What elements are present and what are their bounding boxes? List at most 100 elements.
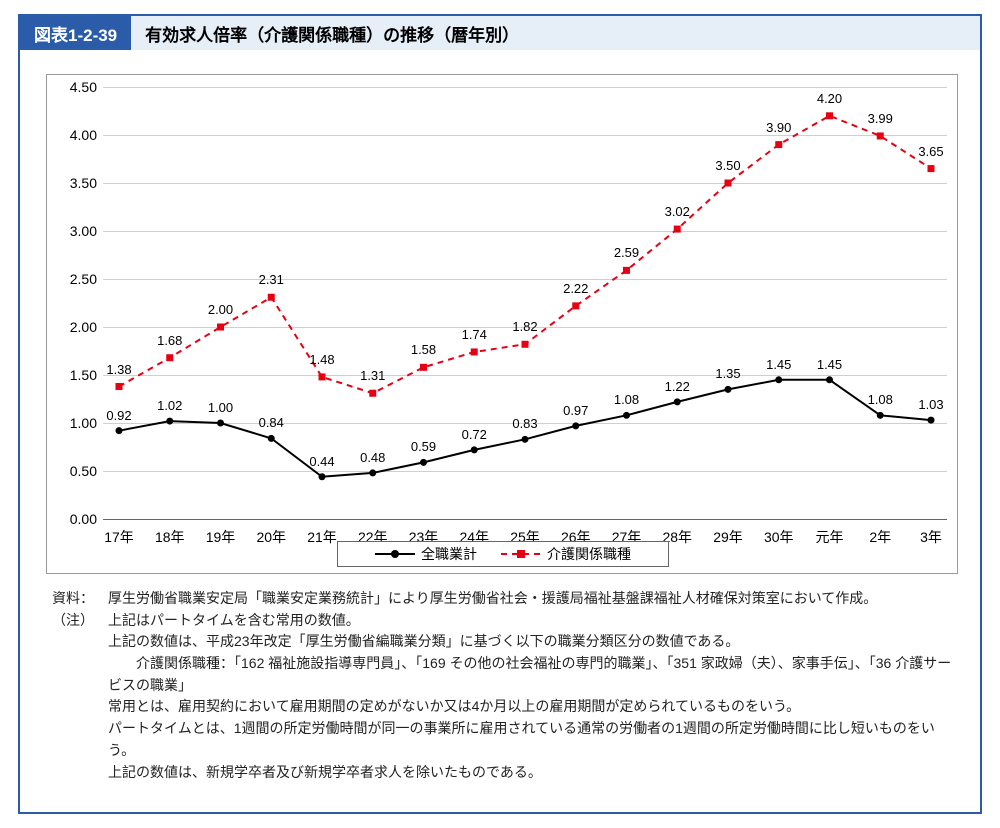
data-label: 0.59 (411, 439, 436, 454)
figure-notes: 資料： 厚生労働省職業安定局「職業安定業務統計」により厚生労働省社会・援護局福祉… (52, 588, 952, 783)
data-label: 3.99 (868, 111, 893, 126)
x-tick-label: 3年 (920, 527, 942, 547)
y-tick-label: 3.00 (57, 223, 97, 239)
notes-line: 常用とは、雇用契約において雇用期間の定めがないか又は4か月以上の雇用期間が定めら… (108, 696, 952, 718)
notes-line: 上記の数値は、平成23年改定「厚生労働省編職業分類」に基づく以下の職業分類区分の… (108, 631, 952, 653)
legend-item-all: 全職業計 (375, 544, 477, 564)
data-label: 0.72 (462, 427, 487, 442)
series-marker (166, 354, 173, 361)
series-marker (116, 427, 123, 434)
series-marker (674, 398, 681, 405)
notes-note-label: （注） (52, 610, 108, 632)
data-label: 1.58 (411, 342, 436, 357)
series-marker (623, 412, 630, 419)
series-marker (826, 376, 833, 383)
notes-source-label: 資料： (52, 588, 108, 610)
series-marker (369, 390, 376, 397)
legend-label: 全職業計 (421, 544, 477, 564)
x-tick-label: 21年 (307, 527, 337, 547)
data-label: 3.02 (665, 204, 690, 219)
series-marker (116, 383, 123, 390)
series-marker (674, 226, 681, 233)
series-marker (928, 417, 935, 424)
series-marker (217, 420, 224, 427)
series-marker (725, 386, 732, 393)
series-marker (623, 267, 630, 274)
series-marker (471, 348, 478, 355)
gridline (103, 519, 947, 520)
data-label: 0.48 (360, 450, 385, 465)
series-marker (826, 112, 833, 119)
x-tick-label: 29年 (713, 527, 743, 547)
data-label: 0.84 (259, 415, 284, 430)
data-label: 1.31 (360, 368, 385, 383)
series-marker (522, 341, 529, 348)
data-label: 0.44 (309, 454, 334, 469)
data-label: 0.83 (512, 416, 537, 431)
series-marker (319, 373, 326, 380)
data-label: 0.97 (563, 403, 588, 418)
x-tick-label: 19年 (206, 527, 236, 547)
chart-area: 0.000.501.001.502.002.503.003.504.004.50… (46, 74, 958, 574)
data-label: 4.20 (817, 91, 842, 106)
data-label: 1.38 (106, 362, 131, 377)
series-line (119, 116, 931, 393)
y-tick-label: 0.00 (57, 511, 97, 527)
data-label: 1.48 (309, 352, 334, 367)
data-label: 1.35 (715, 366, 740, 381)
data-label: 1.82 (512, 319, 537, 334)
series-marker (166, 418, 173, 425)
y-tick-label: 4.00 (57, 127, 97, 143)
data-label: 1.03 (918, 397, 943, 412)
notes-line: 上記はパートタイムを含む常用の数値。 (108, 610, 952, 632)
x-tick-label: 2年 (869, 527, 891, 547)
x-tick-label: 30年 (764, 527, 794, 547)
legend: 全職業計 介護関係職種 (337, 541, 669, 567)
notes-line: 介護関係職種：「162 福祉施設指導専門員」、「169 その他の社会福祉の専門的… (108, 653, 952, 696)
figure-title: 有効求人倍率（介護関係職種）の推移（暦年別） (131, 16, 980, 50)
series-marker (928, 165, 935, 172)
data-label: 0.92 (106, 408, 131, 423)
series-marker (877, 412, 884, 419)
series-marker (268, 294, 275, 301)
x-tick-label: 20年 (256, 527, 286, 547)
data-label: 1.08 (614, 392, 639, 407)
data-label: 1.68 (157, 333, 182, 348)
data-label: 2.00 (208, 302, 233, 317)
series-marker (471, 446, 478, 453)
x-tick-label: 18年 (155, 527, 185, 547)
data-label: 3.50 (715, 158, 740, 173)
figure-label: 図表1-2-39 (20, 16, 131, 50)
data-label: 1.74 (462, 327, 487, 342)
y-tick-label: 4.50 (57, 79, 97, 95)
y-tick-label: 2.00 (57, 319, 97, 335)
data-label: 2.59 (614, 245, 639, 260)
y-tick-label: 1.00 (57, 415, 97, 431)
notes-line: 上記の数値は、新規学卒者及び新規学卒者求人を除いたものである。 (108, 762, 952, 784)
series-marker (369, 469, 376, 476)
y-tick-label: 0.50 (57, 463, 97, 479)
series-marker (572, 302, 579, 309)
legend-item-kaigo: 介護関係職種 (501, 544, 631, 564)
y-tick-label: 1.50 (57, 367, 97, 383)
data-label: 3.90 (766, 120, 791, 135)
y-tick-label: 3.50 (57, 175, 97, 191)
series-marker (572, 422, 579, 429)
data-label: 1.02 (157, 398, 182, 413)
figure-container: 図表1-2-39 有効求人倍率（介護関係職種）の推移（暦年別） 0.00 0.50… (18, 14, 982, 814)
series-marker (268, 435, 275, 442)
data-label: 1.45 (766, 357, 791, 372)
data-label: 1.22 (665, 379, 690, 394)
series-marker (217, 324, 224, 331)
notes-line: パートタイムとは、1週間の所定労働時間が同一の事業所に雇用されている通常の労働者… (108, 718, 952, 761)
data-label: 1.08 (868, 392, 893, 407)
series-marker (319, 473, 326, 480)
series-marker (420, 459, 427, 466)
series-marker (775, 141, 782, 148)
series-marker (775, 376, 782, 383)
data-label: 1.00 (208, 400, 233, 415)
title-bar: 図表1-2-39 有効求人倍率（介護関係職種）の推移（暦年別） (20, 16, 980, 50)
legend-label: 介護関係職種 (547, 544, 631, 564)
series-marker (877, 132, 884, 139)
data-label: 2.22 (563, 281, 588, 296)
